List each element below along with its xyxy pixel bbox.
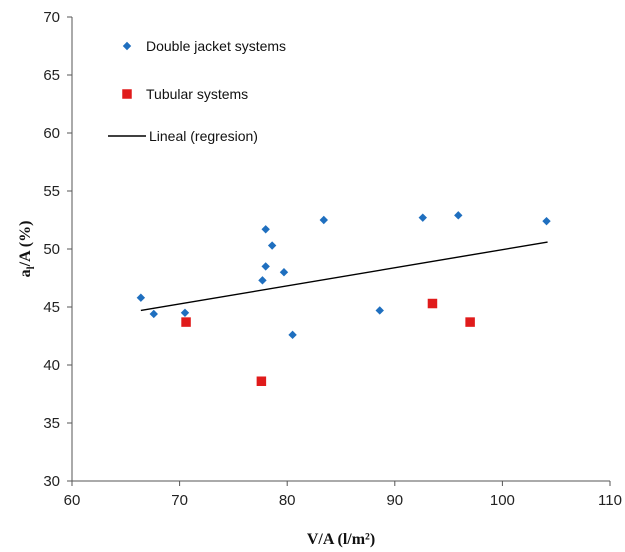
y-tick-label: 70 bbox=[43, 9, 60, 26]
tubular-point bbox=[465, 317, 475, 327]
double-jacket-point bbox=[418, 213, 427, 222]
double-jacket-point bbox=[258, 276, 267, 285]
y-tick-label: 45 bbox=[43, 299, 60, 316]
double-jacket-point bbox=[375, 306, 384, 315]
axes: 30 35 40 45 50 55 60 65 70 60 70 80 90 100 110 V/A (l/m… bbox=[17, 9, 622, 548]
legend-marker-double-jacket bbox=[122, 41, 132, 51]
x-tick-label: 80 bbox=[279, 492, 296, 509]
legend-label: Double jacket systems bbox=[146, 38, 286, 54]
y-axis-label: al/A (%) bbox=[17, 221, 37, 278]
x-tick-label: 60 bbox=[64, 492, 81, 509]
x-tick-label: 100 bbox=[490, 492, 515, 509]
double-jacket-point bbox=[542, 216, 551, 226]
legend: Double jacket systems Tubular systems Line… bbox=[108, 38, 286, 144]
y-tick-label: 30 bbox=[43, 473, 60, 490]
legend-label: Tubular systems bbox=[146, 86, 248, 102]
y-axis-label-subscript: l bbox=[25, 266, 37, 269]
legend-marker-tubular bbox=[122, 89, 132, 99]
x-tick-label: 90 bbox=[386, 492, 403, 509]
double-jacket-point bbox=[288, 330, 297, 340]
y-axis-label-rest: /A (%) bbox=[17, 221, 34, 268]
y-tick-label: 40 bbox=[43, 357, 60, 374]
y-tick-label: 60 bbox=[43, 125, 60, 142]
double-jacket-point bbox=[279, 268, 289, 277]
legend-label: Lineal (regresion) bbox=[149, 128, 258, 144]
double-jacket-point bbox=[319, 215, 328, 225]
double-jacket-point bbox=[136, 293, 146, 302]
chart-marks bbox=[136, 211, 551, 386]
x-axis-label: V/A (l/m²) bbox=[307, 531, 375, 548]
double-jacket-point bbox=[261, 225, 270, 234]
y-tick-label: 35 bbox=[43, 415, 60, 432]
double-jacket-point bbox=[454, 211, 463, 220]
x-tick-label: 110 bbox=[598, 492, 622, 509]
x-tick-label: 70 bbox=[171, 492, 188, 509]
double-jacket-point bbox=[180, 308, 190, 317]
double-jacket-point bbox=[267, 241, 277, 250]
double-jacket-point bbox=[149, 309, 158, 319]
y-tick-label: 50 bbox=[43, 241, 60, 258]
double-jacket-point bbox=[261, 262, 270, 271]
regression-line bbox=[140, 241, 548, 312]
y-tick-label: 55 bbox=[43, 183, 60, 200]
tubular-point bbox=[181, 317, 191, 327]
y-tick-label: 65 bbox=[43, 67, 60, 84]
tubular-point bbox=[256, 376, 267, 386]
tubular-point bbox=[427, 298, 438, 309]
y-axis-label-main: a bbox=[17, 269, 34, 277]
